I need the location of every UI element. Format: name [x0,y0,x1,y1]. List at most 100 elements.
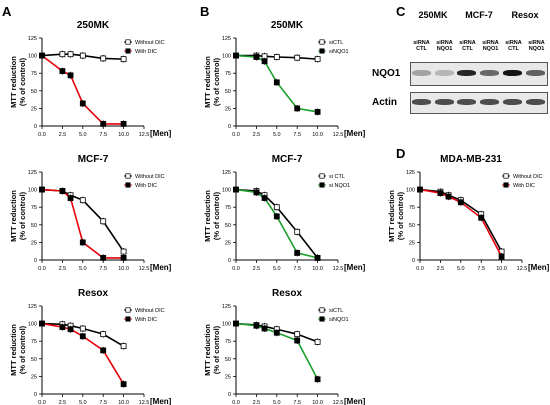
data-point [79,239,86,246]
data-point [253,322,260,329]
legend-marker [125,173,131,179]
data-point [273,213,280,220]
x-tick-label: 2.5 [253,400,261,405]
x-tick-label: 10.0 [118,266,129,272]
data-point [120,254,127,261]
legend-label: siCTL [329,308,343,314]
y-tick-label: 0 [228,258,231,264]
y-tick-label: 25 [225,106,231,112]
x-axis-label: [Men] [150,129,172,138]
x-tick-label: 10.0 [312,132,323,138]
blot-band-nqo1 [525,70,545,76]
x-tick-label: 10.0 [118,132,129,138]
blot-band-actin [502,99,522,105]
data-point [59,324,66,331]
y-tick-label: 0 [228,392,231,398]
data-point [314,109,321,115]
legend-label: With DIC [513,183,535,189]
series-line [419,188,503,257]
data-point [120,381,127,388]
blot-band-nqo1 [457,70,477,76]
data-point [100,55,107,62]
data-point [39,186,45,193]
x-axis-label: [Men] [150,263,172,272]
x-tick-label: 2.5 [253,132,261,138]
x-tick-label: 12.5 [139,266,150,272]
chart-title: Resox [78,288,108,299]
data-point [445,193,452,200]
y-axis-label: MTT reduction [9,190,18,242]
blot-group-label: 250MK [418,10,448,20]
blot-strip-nqo1 [410,62,548,86]
blot-band-actin [412,99,431,105]
x-tick-label: 5.0 [79,400,87,405]
data-point [273,204,280,211]
data-point [67,326,74,333]
data-point [59,51,66,58]
y-tick-label: 100 [222,54,231,60]
data-point [59,68,66,74]
x-tick-label: 10.0 [496,266,507,272]
x-tick-label: 7.5 [99,400,107,405]
y-tick-label: 50 [409,223,415,229]
data-point [261,58,268,65]
blot-band-actin [480,99,500,105]
data-point [294,337,301,344]
y-tick-label: 125 [406,170,415,176]
x-tick-label: 0.0 [232,400,240,405]
x-axis-label: [Men] [528,263,550,272]
data-point [294,250,301,256]
legend-marker [319,48,325,54]
series-line [235,188,319,259]
blot-band-nqo1 [412,70,431,76]
x-tick-label: 7.5 [293,132,301,138]
legend-label: siNQO1 [329,49,349,55]
data-point [79,333,86,340]
chart-a1: 250MK 0 25 50 75 100 125 0.0 2.5 5.0 7.5 10.0 12.5 [M… [9,20,172,138]
x-axis-label: [Men] [344,129,366,138]
y-axis-label: MTT reduction [9,324,18,376]
legend-label: With DIC [135,49,157,55]
data-point [273,329,280,336]
data-point [314,254,321,261]
y-tick-label: 25 [31,374,37,380]
chart-b3: Resox 0 25 50 75 100 125 0.0 2.5 5.0 7.5 10.0 12.5 [M… [203,288,366,405]
series-line [419,188,503,252]
data-point [67,51,74,58]
x-axis-label: [Men] [150,397,172,405]
chart-title: 250MK [77,20,110,31]
chart-b2: MCF-7 0 25 50 75 100 125 0.0 2.5 5.0 7.5 10.0 12.5 [M… [203,154,366,272]
data-point [314,376,321,383]
legend-marker [503,182,509,188]
legend-label: si NQO1 [329,183,350,189]
x-tick-label: 2.5 [59,400,67,405]
y-tick-label: 25 [409,240,415,246]
x-tick-label: 12.5 [139,132,150,138]
legend-marker [125,316,131,322]
y-tick-label: 75 [225,205,231,211]
blot-group-label: Resox [511,10,539,20]
data-point [233,186,239,193]
blot-lane-label: siRNA CTL [459,40,476,52]
data-point [100,120,107,127]
y-tick-label: 0 [34,258,37,264]
y-tick-label: 125 [222,304,231,310]
blot-lane-label: siRNA NQO1 [436,40,453,52]
blot-lane-label: siRNA CTL [505,40,522,52]
y-tick-label: 25 [31,240,37,246]
x-tick-label: 5.0 [273,132,281,138]
chart-title: MCF-7 [78,154,109,165]
data-point [39,320,45,327]
y-tick-label: 50 [31,357,37,363]
y-tick-label: 50 [225,89,231,95]
blot-band-nqo1 [434,70,454,76]
blot-row-label: NQO1 [372,68,401,79]
data-point [100,347,107,354]
series-line [235,188,318,259]
y-axis-label: MTT reduction [203,190,212,242]
data-point [273,79,280,86]
y-tick-label: 0 [34,124,37,130]
y-tick-label: 75 [409,205,415,211]
x-tick-label: 7.5 [293,400,301,405]
legend-marker [125,182,131,188]
